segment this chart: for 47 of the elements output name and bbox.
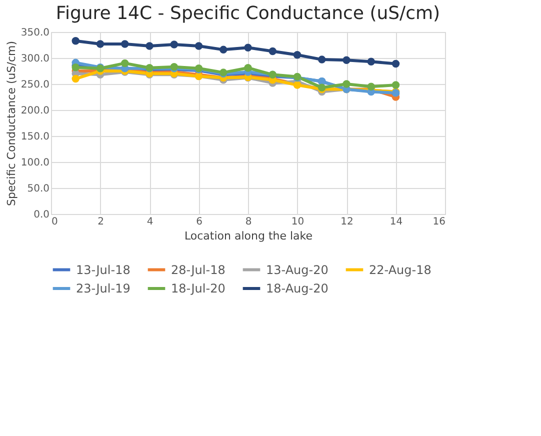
point [342,56,350,64]
point [72,74,80,83]
y-tick-label: 200.0 [20,106,50,116]
point [170,40,178,48]
y-tick-label: 50.0 [27,184,50,194]
point [244,64,252,72]
point [146,42,154,50]
point [72,36,80,45]
chart-title: Figure 14C - Specific Conductance (uS/cm) [56,3,440,24]
point [367,58,375,66]
x-tick-label: 0 [52,216,58,228]
point [367,82,375,90]
legend-label: 18-Jul-20 [171,282,226,296]
x-tick-label: 8 [245,216,252,228]
y-tick-label: 350.0 [20,28,50,38]
y-tick-label: 0.0 [34,210,50,220]
point [244,44,252,52]
point [318,56,326,64]
point [392,60,400,68]
legend-label: 28-Jul-18 [171,262,226,277]
legend-label: 23-Jul-19 [76,282,130,296]
point [121,59,129,68]
legend-label: 22-Aug-18 [369,262,432,277]
y-tick-label: 300.0 [20,54,50,64]
y-axis-title: Specific Conductance (uS/cm) [4,40,18,206]
legend-label: 18-Aug-20 [266,282,328,296]
x-tick-label: 12 [340,216,354,228]
x-tick-label: 16 [432,216,446,228]
y-tick-label: 100.0 [20,158,50,168]
x-tick-label: 4 [146,216,154,228]
point [121,40,129,48]
point [96,40,104,48]
point [392,81,400,89]
point [220,46,228,54]
x-tick-label: 6 [196,216,202,228]
x-tick-label: 2 [98,216,104,228]
legend-label: 13-Jul-18 [76,262,130,277]
point [293,51,302,59]
point [268,47,276,56]
y-tick-label: 250.0 [20,80,50,90]
point [194,42,203,50]
legend-label: 13-Aug-20 [266,262,328,277]
point [342,80,350,88]
x-axis-title: Location along the lake [184,230,313,242]
x-tick-label: 10 [291,216,304,228]
y-tick-label: 150.0 [20,132,50,142]
x-tick-label: 14 [390,216,403,228]
